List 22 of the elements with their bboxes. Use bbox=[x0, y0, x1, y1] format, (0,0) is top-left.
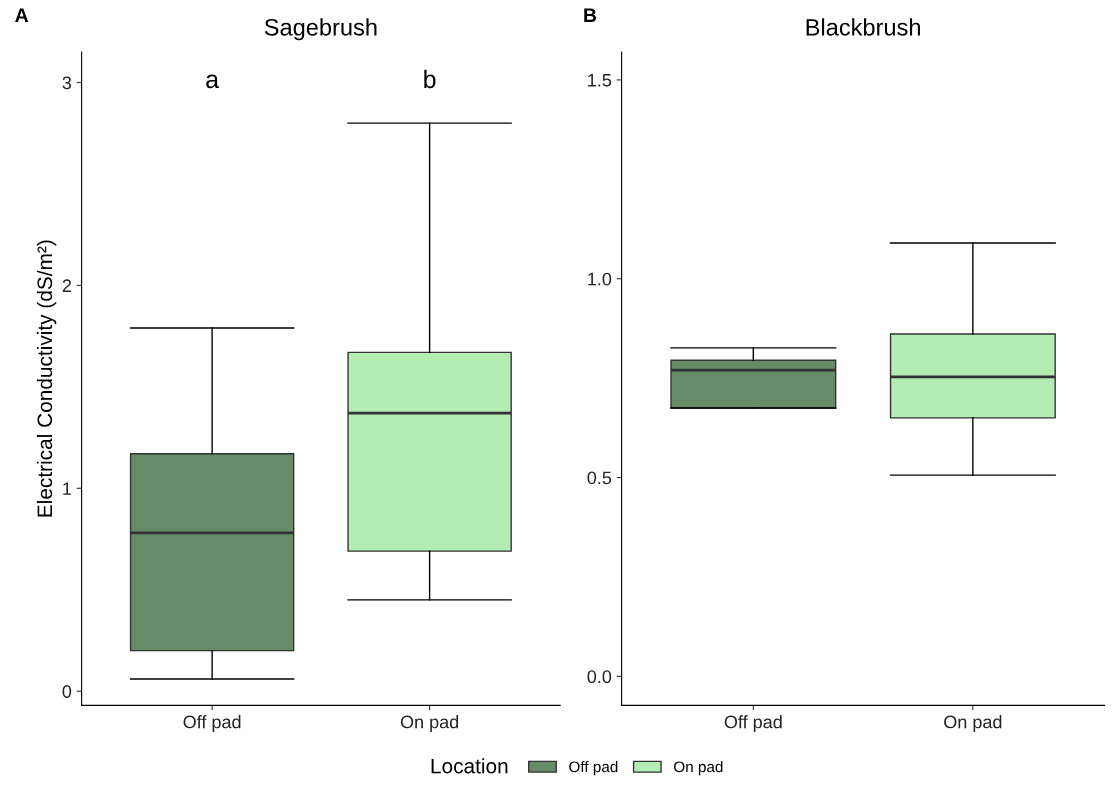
legend-label: On pad bbox=[674, 761, 723, 776]
chart-title: Blackbrush bbox=[806, 18, 920, 36]
x-tick-label: On pad bbox=[944, 715, 1002, 732]
y-tick-label: 1.5 bbox=[588, 74, 612, 87]
annotation: a bbox=[206, 74, 220, 89]
text: A bbox=[15, 8, 29, 22]
y-tick-label: 2 bbox=[62, 279, 71, 292]
y-tick-label: 3 bbox=[62, 76, 72, 90]
x-tick-label: Off pad bbox=[724, 715, 782, 732]
legend-label: Off pad bbox=[569, 761, 618, 776]
text: B bbox=[584, 8, 597, 22]
legend-title: Location bbox=[431, 758, 508, 774]
chart-title: Sagebrush bbox=[264, 18, 377, 41]
x-tick-label: On pad bbox=[400, 715, 459, 732]
x-tick-label: Off pad bbox=[183, 715, 241, 732]
y-tick-label: 0.0 bbox=[587, 670, 612, 684]
y-tick-label: 0.5 bbox=[587, 471, 612, 485]
y-tick-label: 0 bbox=[62, 685, 72, 698]
y-tick-label: 1.0 bbox=[588, 272, 612, 286]
annotation: b bbox=[424, 69, 436, 89]
y-tick-label: 1 bbox=[63, 482, 72, 495]
y-axis-title: Electrical Conductivity (dS/m²) bbox=[36, 240, 57, 517]
